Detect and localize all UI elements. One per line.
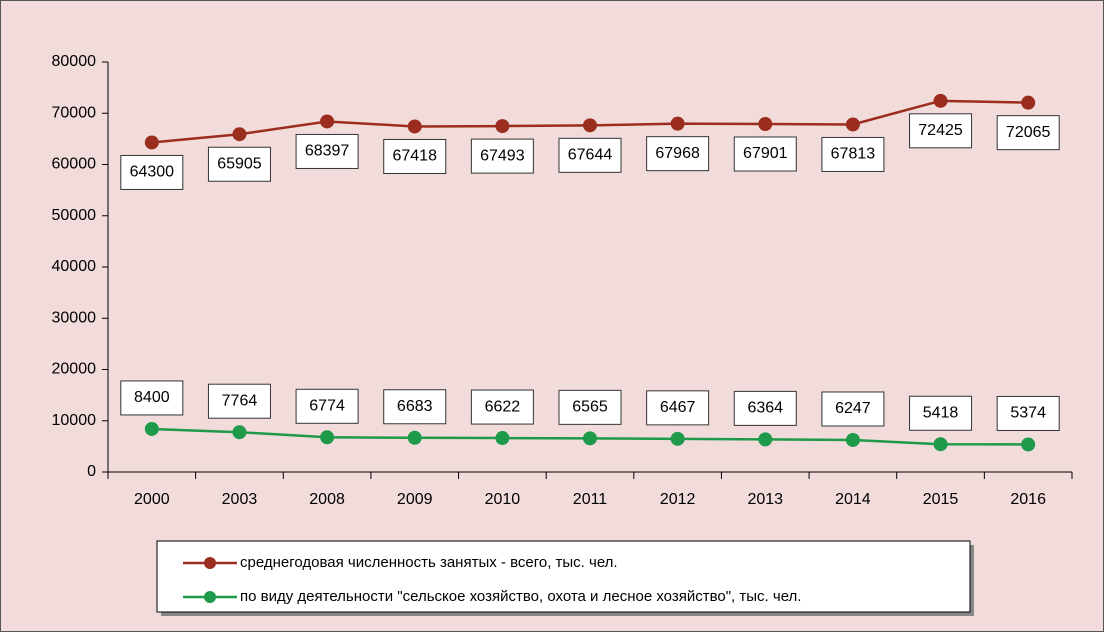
data-label-box	[821, 136, 885, 172]
data-label-box	[733, 136, 797, 172]
data-label: 6364	[747, 400, 783, 417]
point	[670, 116, 685, 131]
legend-label: по виду деятельности "сельское хозяйство…	[240, 588, 801, 605]
x-tick-label: 2003	[222, 491, 258, 508]
x-tick-label: 2015	[923, 491, 959, 508]
data-label: 64300	[130, 164, 175, 181]
point	[320, 430, 335, 445]
data-label: 67644	[568, 147, 613, 164]
point	[495, 119, 510, 134]
y-tick-label: 70000	[52, 104, 97, 121]
point	[758, 432, 773, 447]
x-tick-label: 2009	[397, 491, 433, 508]
point	[232, 425, 247, 440]
x-tick-label: 2000	[134, 491, 170, 508]
data-label-box	[207, 383, 271, 419]
data-label-box	[996, 395, 1060, 431]
data-label: 8400	[134, 389, 170, 406]
data-label-box	[558, 389, 622, 425]
data-label-box	[295, 388, 359, 424]
legend-marker	[204, 591, 216, 603]
y-tick-label: 10000	[52, 412, 97, 429]
point	[144, 421, 159, 436]
data-label-box	[120, 380, 184, 416]
legend: среднегодовая численность занятых - всег…	[156, 540, 974, 616]
legend-label: среднегодовая численность занятых - всег…	[240, 554, 618, 571]
point	[144, 135, 159, 150]
data-label: 6622	[485, 398, 521, 415]
data-label: 6683	[397, 398, 433, 415]
data-label: 67968	[655, 145, 700, 162]
point	[320, 114, 335, 129]
y-tick-label: 0	[87, 463, 96, 480]
data-label: 6467	[660, 399, 696, 416]
point	[583, 431, 597, 446]
data-label-box	[646, 136, 710, 172]
y-tick-label: 20000	[52, 361, 97, 378]
point	[845, 432, 860, 447]
point	[407, 119, 422, 134]
point	[495, 431, 510, 446]
data-label: 67493	[480, 147, 525, 164]
data-label: 6247	[835, 400, 871, 417]
data-label: 67813	[831, 146, 876, 163]
y-tick-label: 60000	[52, 156, 97, 173]
data-label: 5418	[923, 404, 959, 421]
x-tick-label: 2012	[660, 491, 696, 508]
data-label: 72065	[1006, 124, 1051, 141]
x-tick-label: 2008	[309, 491, 345, 508]
y-tick-label: 80000	[52, 53, 97, 70]
data-label: 68397	[305, 143, 350, 160]
data-label-box	[646, 390, 710, 426]
point	[845, 117, 860, 132]
point	[670, 431, 685, 446]
data-label-box	[996, 115, 1060, 151]
point	[583, 118, 597, 133]
data-label: 6565	[572, 399, 608, 416]
data-label-box	[733, 390, 797, 426]
data-label: 65905	[217, 155, 262, 172]
x-tick-label: 2011	[573, 491, 608, 508]
legend-box	[156, 540, 971, 613]
x-tick-label: 2016	[1010, 491, 1046, 508]
point	[758, 117, 773, 132]
y-tick-label: 50000	[52, 207, 97, 224]
y-tick-label: 40000	[52, 258, 97, 275]
x-tick-label: 2014	[835, 491, 871, 508]
data-label-box	[383, 138, 447, 174]
data-label: 5374	[1010, 405, 1046, 422]
data-label: 6774	[309, 398, 345, 415]
data-label-box	[470, 138, 534, 174]
data-label-box	[909, 113, 973, 149]
y-tick-label: 30000	[52, 309, 97, 326]
legend-marker	[204, 557, 216, 569]
data-label-box	[558, 137, 622, 173]
data-label-box	[207, 146, 271, 182]
data-label-box	[821, 391, 885, 427]
point	[232, 127, 247, 142]
data-label-box	[295, 133, 359, 169]
data-label: 72425	[918, 122, 963, 139]
point	[933, 93, 948, 108]
data-label-box	[120, 154, 184, 190]
point	[407, 430, 422, 445]
x-tick-label: 2013	[747, 491, 783, 508]
data-label: 67418	[392, 148, 437, 165]
data-label-box	[470, 389, 534, 425]
data-label: 67901	[743, 145, 788, 162]
point	[1021, 95, 1036, 110]
data-label-box	[383, 389, 447, 425]
point	[1021, 437, 1036, 452]
data-label: 7764	[222, 392, 258, 409]
x-tick-label: 2010	[485, 491, 521, 508]
data-label-box	[909, 395, 973, 431]
point	[933, 437, 948, 452]
